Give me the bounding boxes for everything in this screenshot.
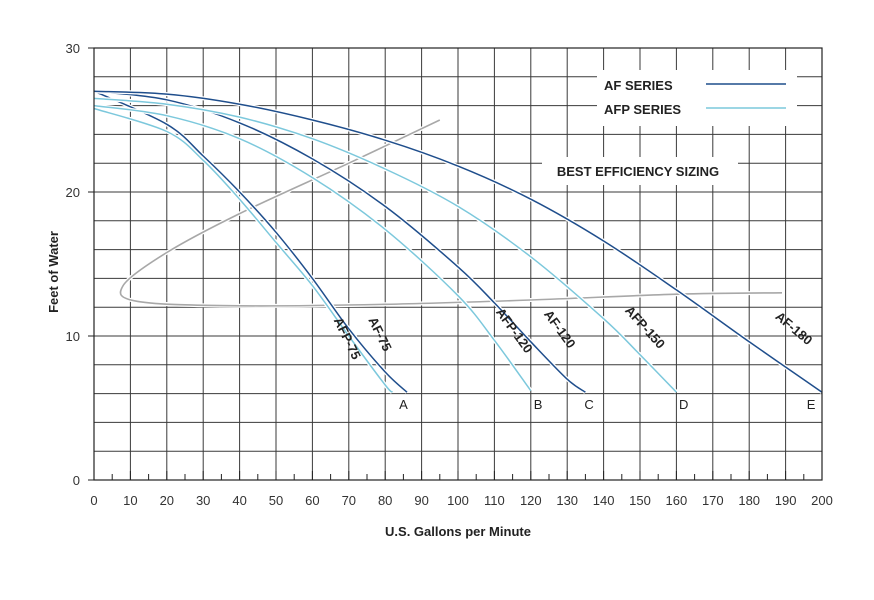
x-axis-title: U.S. Gallons per Minute	[385, 524, 531, 539]
x-tick-label: 150	[629, 493, 651, 508]
x-tick-label: 200	[811, 493, 833, 508]
curve-af-180	[93, 90, 823, 393]
efficiency-region-curve	[119, 119, 783, 307]
x-tick-label: 190	[775, 493, 797, 508]
point-label-a: A	[399, 397, 408, 412]
point-label-e: E	[807, 397, 816, 412]
annotation-box	[542, 157, 738, 185]
y-tick-label: 10	[66, 329, 80, 344]
x-tick-label: 0	[90, 493, 97, 508]
x-tick-label: 20	[160, 493, 174, 508]
x-tick-label: 100	[447, 493, 469, 508]
x-tick-label: 110	[484, 493, 505, 508]
x-tick-label: 90	[414, 493, 428, 508]
curve-label-af-75: AF-75	[365, 315, 394, 354]
y-tick-label: 30	[66, 41, 80, 56]
curve-label-afp-75: AFP-75	[331, 315, 364, 362]
y-axis-title: Feet of Water	[46, 231, 61, 313]
legend-label-af: AF SERIES	[604, 78, 673, 93]
x-tick-label: 30	[196, 493, 210, 508]
x-tick-label: 10	[123, 493, 137, 508]
curve-afp-120	[93, 104, 532, 392]
x-tick-label: 50	[269, 493, 283, 508]
x-tick-label: 170	[702, 493, 724, 508]
x-tick-label: 180	[738, 493, 760, 508]
x-tick-label: 70	[342, 493, 356, 508]
point-label-b: B	[534, 397, 543, 412]
x-tick-label: 160	[666, 493, 688, 508]
x-tick-label: 130	[556, 493, 578, 508]
legend-box	[597, 70, 797, 126]
x-tick-label: 120	[520, 493, 542, 508]
x-tick-label: 140	[593, 493, 615, 508]
y-tick-label: 20	[66, 185, 80, 200]
curve-label-af-180: AF-180	[773, 309, 816, 348]
annotation: BEST EFFICIENCY SIZING	[542, 157, 738, 185]
curve-label-af-120: AF-120	[541, 307, 579, 351]
tick-layer: 0 10 20 30 40 50 60 70 80 90 100 110 120 130 140 150 160…	[66, 41, 833, 508]
curve-layer	[93, 89, 824, 394]
curve-afp-75	[93, 107, 394, 393]
x-tick-label: 80	[378, 493, 392, 508]
curve-af-75	[93, 90, 408, 393]
point-label-c: C	[584, 397, 593, 412]
x-tick-label: 60	[305, 493, 319, 508]
legend-label-afp: AFP SERIES	[604, 102, 681, 117]
curve-afp-150	[93, 97, 677, 393]
y-tick-label: 0	[73, 473, 80, 488]
x-tick-label: 40	[232, 493, 246, 508]
annotation-text: BEST EFFICIENCY SIZING	[557, 164, 719, 179]
legend: AF SERIES AFP SERIES	[597, 70, 797, 126]
point-label-d: D	[679, 397, 688, 412]
efficiency-region-layer	[118, 118, 783, 308]
